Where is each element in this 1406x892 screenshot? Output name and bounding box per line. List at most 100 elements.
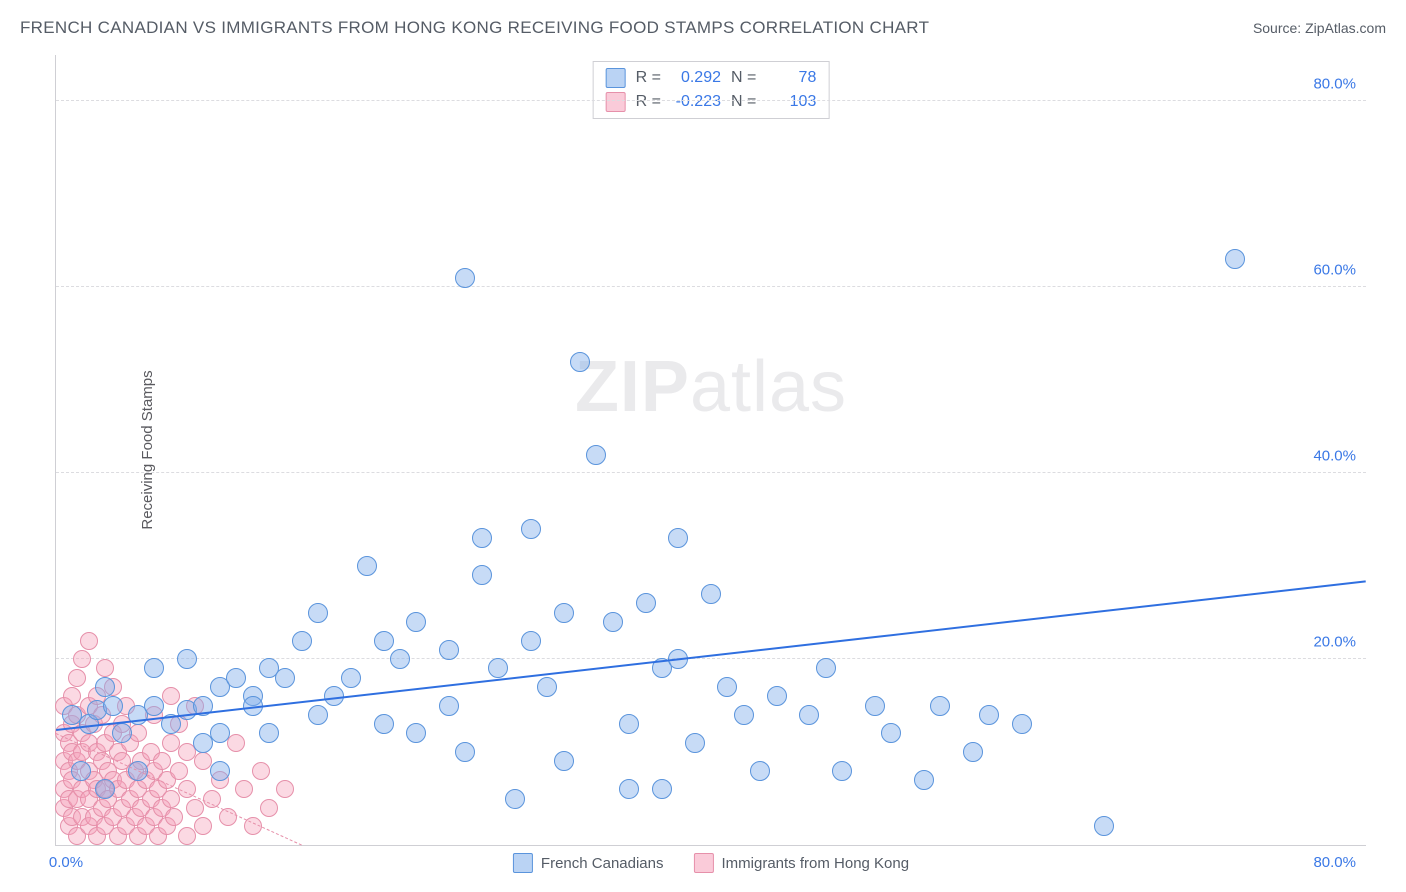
- data-point: [816, 658, 836, 678]
- data-point: [144, 658, 164, 678]
- data-point: [252, 762, 270, 780]
- data-point: [210, 761, 230, 781]
- data-point: [260, 799, 278, 817]
- n-value-blue: 78: [766, 69, 816, 87]
- watermark-zip: ZIP: [575, 347, 690, 427]
- y-axis-label: Receiving Food Stamps: [139, 370, 156, 529]
- data-point: [521, 519, 541, 539]
- data-point: [406, 612, 426, 632]
- data-point: [439, 696, 459, 716]
- data-point: [472, 528, 492, 548]
- legend-item-pink: Immigrants from Hong Kong: [694, 853, 910, 873]
- r-value-blue: 0.292: [671, 69, 721, 87]
- data-point: [701, 584, 721, 604]
- data-point: [750, 761, 770, 781]
- data-point: [210, 723, 230, 743]
- data-point: [153, 752, 171, 770]
- legend-stats: R = 0.292 N = 78 R = -0.223 N = 103: [593, 61, 830, 119]
- data-point: [374, 714, 394, 734]
- gridline: [56, 472, 1366, 473]
- data-point: [71, 761, 91, 781]
- data-point: [685, 733, 705, 753]
- data-point: [455, 742, 475, 762]
- gridline: [56, 100, 1366, 101]
- data-point: [554, 603, 574, 623]
- ytick-label: 40.0%: [1313, 448, 1356, 465]
- r-label: R =: [636, 93, 661, 111]
- data-point: [586, 445, 606, 465]
- data-point: [717, 677, 737, 697]
- data-point: [162, 790, 180, 808]
- title-bar: FRENCH CANADIAN VS IMMIGRANTS FROM HONG …: [20, 18, 1386, 38]
- data-point: [881, 723, 901, 743]
- data-point: [636, 593, 656, 613]
- data-point: [226, 668, 246, 688]
- data-point: [603, 612, 623, 632]
- legend-stats-row-pink: R = -0.223 N = 103: [606, 90, 817, 114]
- swatch-blue-icon: [513, 853, 533, 873]
- data-point: [73, 650, 91, 668]
- data-point: [963, 742, 983, 762]
- data-point: [521, 631, 541, 651]
- data-point: [177, 649, 197, 669]
- swatch-pink-icon: [694, 853, 714, 873]
- data-point: [1225, 249, 1245, 269]
- data-point: [235, 780, 253, 798]
- xtick-label: 0.0%: [49, 854, 83, 871]
- watermark: ZIPatlas: [575, 346, 847, 428]
- data-point: [178, 827, 196, 845]
- data-point: [276, 780, 294, 798]
- data-point: [275, 668, 295, 688]
- data-point: [455, 268, 475, 288]
- chart-title: FRENCH CANADIAN VS IMMIGRANTS FROM HONG …: [20, 18, 929, 38]
- r-value-pink: -0.223: [671, 93, 721, 111]
- data-point: [165, 808, 183, 826]
- data-point: [170, 762, 188, 780]
- data-point: [144, 696, 164, 716]
- source-label: Source: ZipAtlas.com: [1253, 20, 1386, 36]
- data-point: [979, 705, 999, 725]
- ytick-label: 60.0%: [1313, 262, 1356, 279]
- legend-label-pink: Immigrants from Hong Kong: [722, 855, 910, 872]
- data-point: [734, 705, 754, 725]
- n-label: N =: [731, 93, 756, 111]
- data-point: [95, 677, 115, 697]
- data-point: [554, 751, 574, 771]
- n-value-pink: 103: [766, 93, 816, 111]
- data-point: [259, 723, 279, 743]
- data-point: [1012, 714, 1032, 734]
- legend-label-blue: French Canadians: [541, 855, 664, 872]
- data-point: [619, 779, 639, 799]
- data-point: [68, 669, 86, 687]
- data-point: [162, 734, 180, 752]
- data-point: [1094, 816, 1114, 836]
- data-point: [374, 631, 394, 651]
- swatch-pink-icon: [606, 92, 626, 112]
- xtick-label: 80.0%: [1313, 854, 1356, 871]
- data-point: [390, 649, 410, 669]
- data-point: [505, 789, 525, 809]
- data-point: [63, 687, 81, 705]
- data-point: [129, 724, 147, 742]
- data-point: [570, 352, 590, 372]
- ytick-label: 80.0%: [1313, 76, 1356, 93]
- data-point: [308, 705, 328, 725]
- data-point: [914, 770, 934, 790]
- data-point: [767, 686, 787, 706]
- scatter-plot: Receiving Food Stamps ZIPatlas R = 0.292…: [55, 55, 1366, 846]
- gridline: [56, 658, 1366, 659]
- data-point: [799, 705, 819, 725]
- data-point: [186, 799, 204, 817]
- data-point: [292, 631, 312, 651]
- data-point: [103, 696, 123, 716]
- data-point: [668, 528, 688, 548]
- data-point: [194, 817, 212, 835]
- n-label: N =: [731, 69, 756, 87]
- legend-series: French Canadians Immigrants from Hong Ko…: [513, 853, 909, 873]
- ytick-label: 20.0%: [1313, 634, 1356, 651]
- data-point: [308, 603, 328, 623]
- data-point: [472, 565, 492, 585]
- data-point: [488, 658, 508, 678]
- data-point: [930, 696, 950, 716]
- watermark-atlas: atlas: [690, 347, 847, 427]
